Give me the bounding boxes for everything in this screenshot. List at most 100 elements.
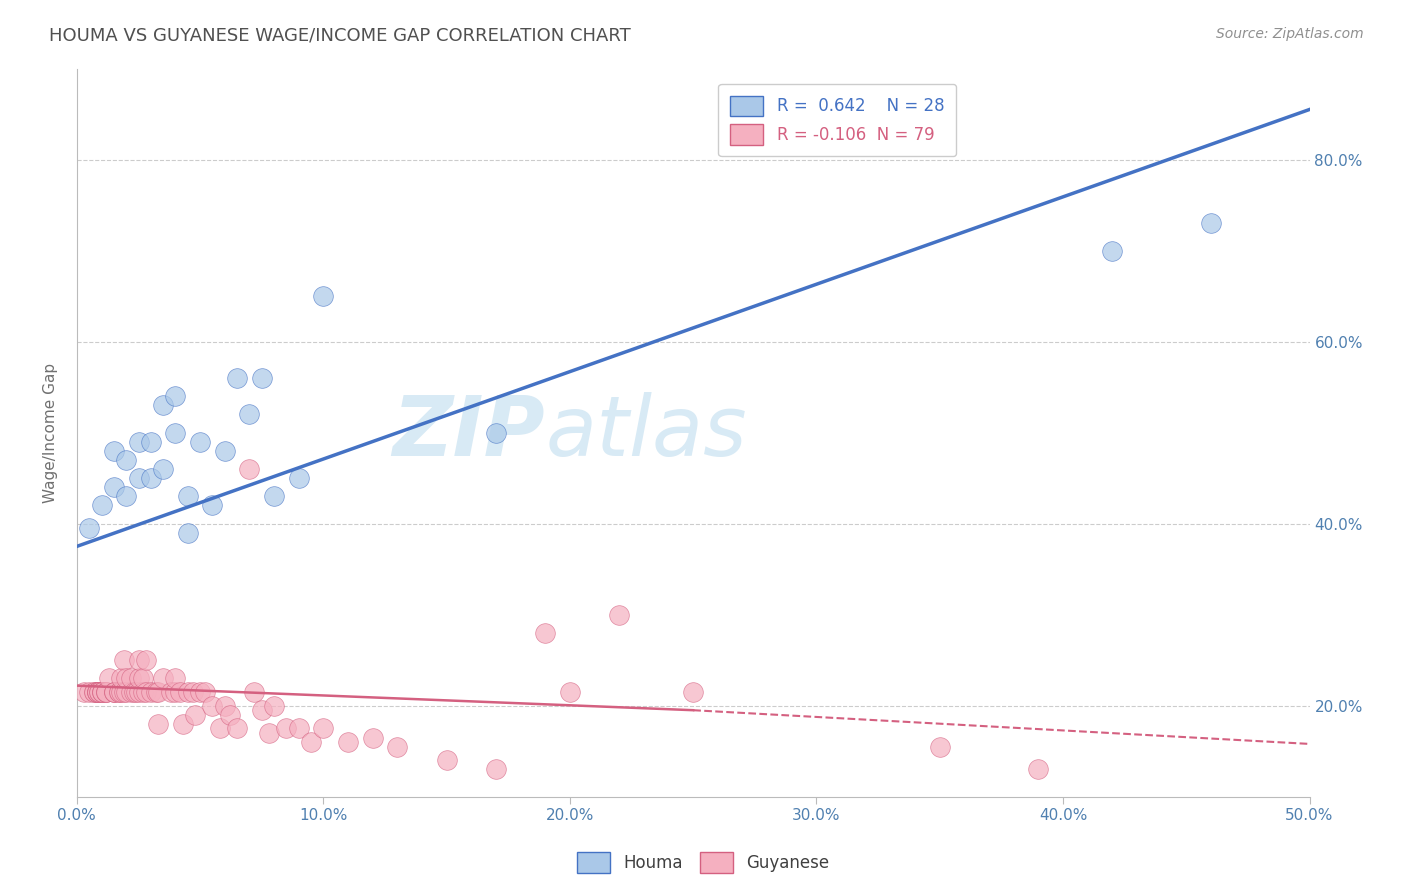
Point — [194, 685, 217, 699]
Point — [128, 434, 150, 449]
Point — [485, 763, 508, 777]
Point — [90, 685, 112, 699]
Point — [337, 735, 360, 749]
Point — [122, 685, 145, 699]
Point — [1199, 216, 1222, 230]
Point — [139, 434, 162, 449]
Point — [238, 408, 260, 422]
Point — [152, 462, 174, 476]
Point — [132, 685, 155, 699]
Point — [83, 685, 105, 699]
Y-axis label: Wage/Income Gap: Wage/Income Gap — [44, 362, 58, 503]
Point — [148, 717, 170, 731]
Text: ZIP: ZIP — [392, 392, 546, 473]
Point — [103, 685, 125, 699]
Point — [148, 685, 170, 699]
Point — [682, 685, 704, 699]
Point — [128, 471, 150, 485]
Point — [436, 753, 458, 767]
Point — [96, 685, 118, 699]
Point — [120, 685, 142, 699]
Point — [86, 685, 108, 699]
Point — [165, 425, 187, 440]
Point — [86, 685, 108, 699]
Point — [103, 443, 125, 458]
Point — [312, 289, 335, 303]
Point — [607, 607, 630, 622]
Point — [534, 625, 557, 640]
Point — [169, 685, 191, 699]
Point — [73, 685, 96, 699]
Point — [188, 685, 211, 699]
Point — [132, 671, 155, 685]
Point — [115, 671, 138, 685]
Point — [90, 685, 112, 699]
Point — [112, 653, 135, 667]
Point — [1101, 244, 1123, 258]
Point — [177, 489, 200, 503]
Point — [257, 726, 280, 740]
Point — [387, 739, 409, 754]
Point — [159, 685, 181, 699]
Point — [83, 685, 105, 699]
Point — [128, 671, 150, 685]
Point — [77, 521, 100, 535]
Point — [96, 685, 118, 699]
Point — [90, 685, 112, 699]
Point — [103, 685, 125, 699]
Point — [115, 453, 138, 467]
Point — [201, 499, 224, 513]
Point — [120, 671, 142, 685]
Point — [263, 698, 285, 713]
Point — [110, 685, 132, 699]
Point — [243, 685, 266, 699]
Point — [263, 489, 285, 503]
Point — [208, 722, 231, 736]
Point — [181, 685, 204, 699]
Point — [177, 685, 200, 699]
Point — [172, 717, 194, 731]
Point — [238, 462, 260, 476]
Point — [152, 671, 174, 685]
Point — [125, 685, 148, 699]
Point — [485, 425, 508, 440]
Text: HOUMA VS GUYANESE WAGE/INCOME GAP CORRELATION CHART: HOUMA VS GUYANESE WAGE/INCOME GAP CORREL… — [49, 27, 631, 45]
Point — [276, 722, 298, 736]
Point — [135, 653, 157, 667]
Point — [110, 671, 132, 685]
Point — [226, 722, 249, 736]
Point — [139, 685, 162, 699]
Point — [177, 525, 200, 540]
Point — [165, 671, 187, 685]
Point — [928, 739, 950, 754]
Point — [115, 685, 138, 699]
Point — [87, 685, 110, 699]
Point — [1028, 763, 1050, 777]
Point — [287, 471, 309, 485]
Point — [77, 685, 100, 699]
Point — [139, 471, 162, 485]
Legend: Houma, Guyanese: Houma, Guyanese — [569, 846, 837, 880]
Point — [152, 398, 174, 412]
Point — [96, 685, 118, 699]
Text: atlas: atlas — [546, 392, 747, 473]
Point — [103, 685, 125, 699]
Point — [361, 731, 384, 745]
Text: Source: ZipAtlas.com: Source: ZipAtlas.com — [1216, 27, 1364, 41]
Point — [218, 707, 240, 722]
Point — [250, 371, 273, 385]
Point — [201, 698, 224, 713]
Point — [112, 685, 135, 699]
Point — [115, 489, 138, 503]
Point — [214, 698, 236, 713]
Point — [128, 685, 150, 699]
Point — [184, 707, 207, 722]
Point — [226, 371, 249, 385]
Point — [312, 722, 335, 736]
Point — [165, 389, 187, 403]
Point — [250, 703, 273, 717]
Point — [135, 685, 157, 699]
Point — [87, 685, 110, 699]
Point — [145, 685, 167, 699]
Point — [128, 653, 150, 667]
